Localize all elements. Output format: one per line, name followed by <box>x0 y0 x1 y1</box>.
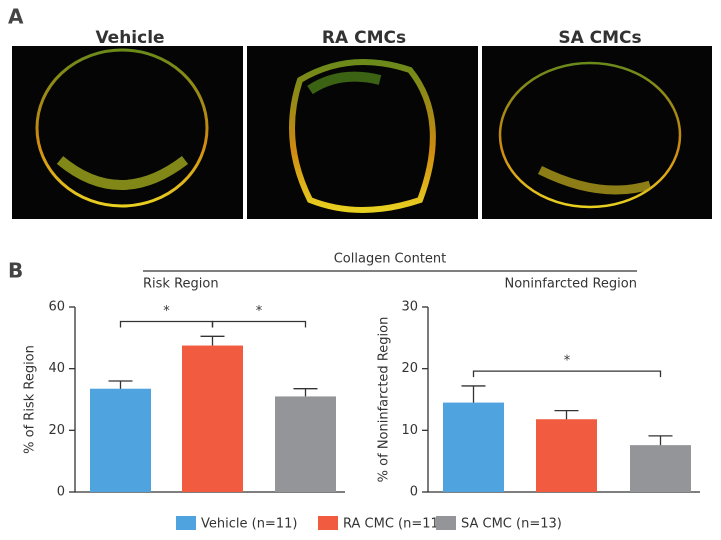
sig-bracket <box>119 320 214 328</box>
panel-label: B <box>8 259 23 283</box>
error-bar <box>293 388 318 397</box>
legend-label: Vehicle (n=11) <box>201 517 297 532</box>
error-bar <box>554 409 579 420</box>
chart-title: Risk Region <box>143 277 219 292</box>
image-title: Vehicle <box>95 28 164 48</box>
chart-title: Noninfarcted Region <box>504 277 637 292</box>
bar <box>90 388 151 492</box>
error-bar <box>108 380 133 389</box>
sig-label: * <box>564 354 571 369</box>
legend-label: RA CMC (n=11) <box>343 517 444 532</box>
micrograph <box>12 46 243 219</box>
micrograph <box>482 46 712 219</box>
sig-label: * <box>163 304 170 319</box>
y-tick-label: 20 <box>401 361 418 376</box>
panel-label: A <box>8 5 24 29</box>
bar <box>275 396 336 492</box>
bar <box>182 345 243 492</box>
y-tick-label: 60 <box>48 300 65 315</box>
legend-swatch <box>176 516 196 530</box>
y-tick-label: 20 <box>48 423 65 438</box>
y-tick-label: 30 <box>401 300 418 315</box>
error-bar <box>200 335 225 346</box>
error-bar <box>648 435 673 446</box>
panel-title: Collagen Content <box>334 252 447 267</box>
bar <box>443 402 504 492</box>
legend-swatch <box>318 516 338 530</box>
bar <box>536 419 597 492</box>
legend-label: SA CMC (n=13) <box>461 517 562 532</box>
y-axis-label: % of Risk Region <box>23 345 38 454</box>
y-axis-label: % of Noninfarcted Region <box>377 317 392 483</box>
sig-label: * <box>256 304 263 319</box>
error-bar <box>461 385 486 403</box>
y-tick-label: 40 <box>48 361 65 376</box>
bar <box>630 445 691 492</box>
sig-bracket <box>211 320 307 328</box>
micrograph <box>247 46 478 219</box>
image-title: SA CMCs <box>558 28 641 48</box>
sig-bracket <box>472 370 662 378</box>
y-tick-label: 10 <box>401 423 418 438</box>
y-tick-label: 0 <box>57 485 65 500</box>
legend-swatch <box>436 516 456 530</box>
y-tick-label: 0 <box>410 485 418 500</box>
image-title: RA CMCs <box>322 28 406 48</box>
